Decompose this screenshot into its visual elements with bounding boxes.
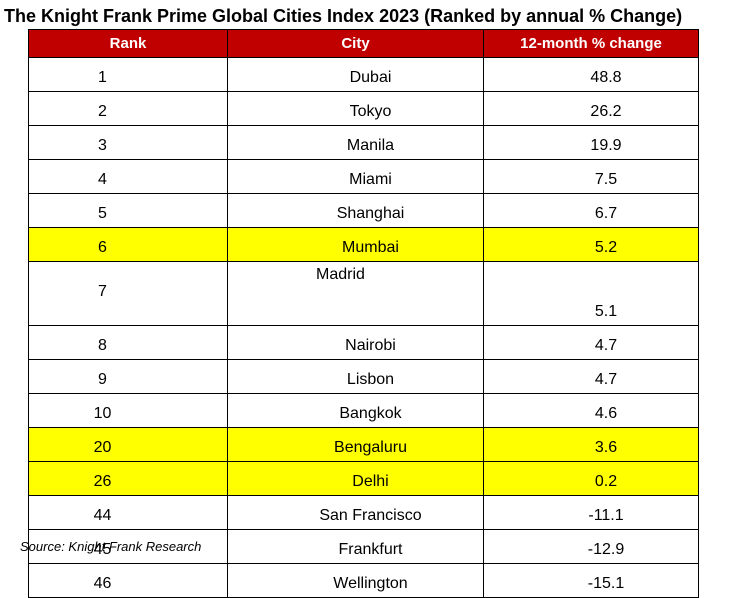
change-cell: 4.7 bbox=[483, 359, 699, 394]
source-note: Source: Knight Frank Research bbox=[20, 539, 202, 554]
city-cell: Delhi bbox=[227, 461, 484, 496]
table-row: 9 Lisbon 4.7 bbox=[28, 359, 699, 394]
change-cell: 26.2 bbox=[483, 91, 699, 126]
change-cell: 7.5 bbox=[483, 159, 699, 194]
city-cell: Madrid bbox=[227, 261, 484, 326]
header-rank: Rank bbox=[28, 29, 228, 58]
cities-index-table: Rank City 12-month % change 1 Dubai 48.8 2… bbox=[28, 29, 699, 598]
header-city: City bbox=[227, 29, 484, 58]
table-row: 7 Madrid 5.1 bbox=[28, 261, 699, 326]
change-cell: 3.6 bbox=[483, 427, 699, 462]
city-cell: Wellington bbox=[227, 563, 484, 598]
city-cell: Nairobi bbox=[227, 325, 484, 360]
rank-cell: 3 bbox=[28, 125, 228, 160]
change-cell: 0.2 bbox=[483, 461, 699, 496]
city-cell: Bangkok bbox=[227, 393, 484, 428]
rank-cell: 7 bbox=[28, 261, 228, 326]
city-cell: Manila bbox=[227, 125, 484, 160]
table-row: 8 Nairobi 4.7 bbox=[28, 325, 699, 360]
table-row: 6 Mumbai 5.2 bbox=[28, 227, 699, 262]
change-cell: 4.6 bbox=[483, 393, 699, 428]
change-cell: 48.8 bbox=[483, 57, 699, 92]
change-cell: 4.7 bbox=[483, 325, 699, 360]
table-header-row: Rank City 12-month % change bbox=[28, 29, 699, 58]
rank-cell: 8 bbox=[28, 325, 228, 360]
change-cell: 6.7 bbox=[483, 193, 699, 228]
header-change: 12-month % change bbox=[483, 29, 699, 58]
table-row: 3 Manila 19.9 bbox=[28, 125, 699, 160]
city-cell: Miami bbox=[227, 159, 484, 194]
change-cell: 5.1 bbox=[483, 261, 699, 326]
change-cell: -12.9 bbox=[483, 529, 699, 564]
change-cell: 19.9 bbox=[483, 125, 699, 160]
table-row: 46 Wellington -15.1 bbox=[28, 563, 699, 598]
rank-cell: 20 bbox=[28, 427, 228, 462]
city-cell: Frankfurt bbox=[227, 529, 484, 564]
city-cell: Lisbon bbox=[227, 359, 484, 394]
rank-cell: 4 bbox=[28, 159, 228, 194]
page-title: The Knight Frank Prime Global Cities Ind… bbox=[4, 6, 683, 26]
table-row: 10 Bangkok 4.6 bbox=[28, 393, 699, 428]
change-cell: 5.2 bbox=[483, 227, 699, 262]
rank-cell: 6 bbox=[28, 227, 228, 262]
rank-cell: 5 bbox=[28, 193, 228, 228]
rank-cell: 9 bbox=[28, 359, 228, 394]
rank-cell: 44 bbox=[28, 495, 228, 530]
rank-cell: 1 bbox=[28, 57, 228, 92]
change-cell: -15.1 bbox=[483, 563, 699, 598]
table-row: 26 Delhi 0.2 bbox=[28, 461, 699, 496]
city-cell: San Francisco bbox=[227, 495, 484, 530]
table-row: 4 Miami 7.5 bbox=[28, 159, 699, 194]
rank-cell: 46 bbox=[28, 563, 228, 598]
city-cell: Shanghai bbox=[227, 193, 484, 228]
city-cell: Mumbai bbox=[227, 227, 484, 262]
table-row: 2 Tokyo 26.2 bbox=[28, 91, 699, 126]
table-row: 20 Bengaluru 3.6 bbox=[28, 427, 699, 462]
rank-cell: 26 bbox=[28, 461, 228, 496]
rank-cell: 2 bbox=[28, 91, 228, 126]
change-cell: -11.1 bbox=[483, 495, 699, 530]
city-cell: Bengaluru bbox=[227, 427, 484, 462]
rank-cell: 10 bbox=[28, 393, 228, 428]
table-row: 5 Shanghai 6.7 bbox=[28, 193, 699, 228]
city-cell: Tokyo bbox=[227, 91, 484, 126]
table-row: 1 Dubai 48.8 bbox=[28, 57, 699, 92]
city-cell: Dubai bbox=[227, 57, 484, 92]
table-row: 44 San Francisco -11.1 bbox=[28, 495, 699, 530]
